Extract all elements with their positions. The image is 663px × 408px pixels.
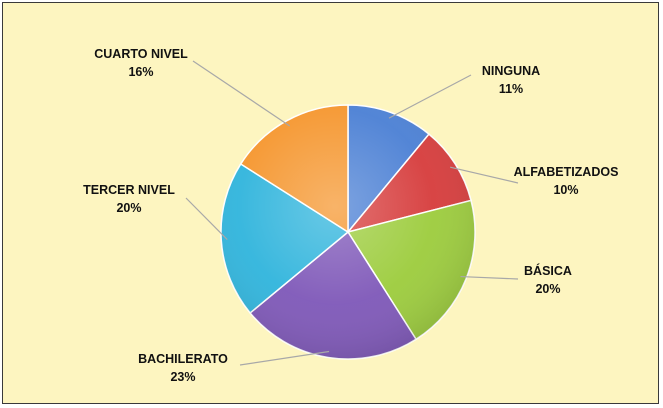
leader-line [185,197,228,241]
slice-label-name: CUARTO NIVEL [94,47,188,61]
slice-label-name: ALFABETIZADOS [514,165,619,179]
slice-labels: NINGUNA 11% ALFABETIZADOS 10% BÁSICA 20% BACHI… [83,47,618,384]
chart-frame: NINGUNA 11% ALFABETIZADOS 10% BÁSICA 20% BACHI… [2,2,659,404]
slice-label-name: NINGUNA [482,64,540,78]
slice-label-percent: 20% [535,282,560,296]
leader-lines [185,60,519,366]
slice-label-percent: 20% [116,201,141,215]
leader-line [460,275,519,280]
slice-label-percent: 23% [170,370,195,384]
leader-line [388,74,472,119]
leader-line [239,350,330,366]
leader-line [450,166,519,184]
slice-label-percent: 16% [128,65,153,79]
leader-line [192,60,291,127]
slice-label-percent: 10% [553,183,578,197]
slice-label-name: TERCER NIVEL [83,183,175,197]
pie-slices [220,104,476,360]
slice-label-name: BACHILERATO [138,352,228,366]
pie-chart: NINGUNA 11% ALFABETIZADOS 10% BÁSICA 20% BACHI… [83,47,618,384]
slice-label-percent: 11% [499,82,523,96]
slice-label-name: BÁSICA [524,263,572,278]
